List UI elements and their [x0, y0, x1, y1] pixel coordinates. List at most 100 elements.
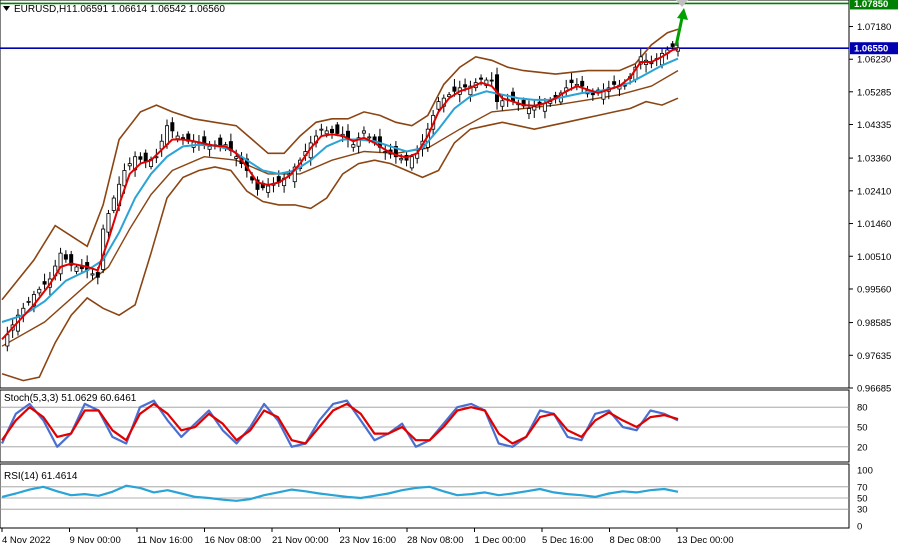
candle-body	[489, 79, 494, 82]
candle-body	[500, 100, 505, 107]
time-tick-label: 23 Nov 16:00	[340, 535, 397, 546]
indicator-tick-label: 30	[857, 505, 868, 516]
candle-body	[79, 266, 84, 270]
candle-body	[5, 334, 10, 347]
candle-body	[170, 122, 175, 132]
time-tick-label: 8 Dec 08:00	[610, 535, 661, 546]
candle-body	[42, 281, 47, 285]
candle-body	[122, 170, 127, 187]
indicator-tick-label: 20	[857, 442, 868, 453]
candle-body	[436, 101, 441, 110]
candle-body	[255, 179, 260, 190]
candle-body	[138, 156, 143, 160]
price-tick-label: 1.02410	[857, 186, 891, 197]
symbol-label: EURUSD,H1	[14, 4, 72, 15]
bollinger-lower-line	[1, 97, 679, 382]
candle-body	[638, 56, 643, 65]
price-tick-label: 1.07180	[857, 22, 891, 33]
price-tick-label: 0.99560	[857, 284, 891, 295]
price-label-text: 1.06550	[854, 44, 888, 55]
price-tick-label: 1.04335	[857, 120, 891, 131]
candle-body	[447, 94, 452, 98]
stochastic-lines: 80 50 20	[0, 399, 868, 453]
bollinger-middle-line	[1, 69, 679, 347]
candle-body	[612, 81, 617, 85]
candle-body	[409, 156, 414, 169]
candle-body	[26, 300, 31, 303]
candle-body	[356, 137, 361, 147]
candle-body	[90, 273, 95, 276]
chart-header: EURUSD,H1 1.06591 1.06614 1.06542 1.0656…	[3, 4, 225, 15]
indicator-tick-label: 50	[857, 494, 868, 505]
price-label-badge	[850, 0, 898, 10]
candle-body	[180, 137, 185, 140]
price-tick-label: 0.98585	[857, 318, 891, 329]
candle-body	[111, 197, 116, 211]
indicator-tick-label: 0	[857, 522, 862, 533]
moving-averages	[1, 48, 679, 340]
time-tick-label: 5 Dec 16:00	[542, 535, 593, 546]
price-axis: 1.07180 1.06230 1.05285 1.04335 1.03360 1.024…	[849, 22, 891, 395]
candle-body	[335, 124, 340, 134]
price-panel-frame	[0, 0, 850, 389]
indicator-tick-label: 80	[857, 403, 868, 414]
candle-body	[351, 144, 356, 148]
candle-body	[324, 130, 329, 135]
price-label-badge	[850, 42, 898, 55]
rsi-panel-frame	[0, 463, 850, 529]
collapse-triangle-icon[interactable]	[3, 6, 10, 11]
price-panel: 1.07180 1.06230 1.05285 1.04335 1.03360 1.024…	[0, 0, 898, 395]
ohlc-values: 1.06591 1.06614 1.06542 1.06560	[72, 4, 225, 15]
candle-body	[361, 130, 366, 134]
candle-body	[532, 106, 537, 111]
price-label-text: 1.07850	[854, 0, 888, 10]
time-tick-label: 13 Dec 00:00	[677, 535, 734, 546]
candle-body	[330, 128, 335, 134]
candle-body	[58, 252, 63, 275]
candle-body	[69, 254, 74, 266]
bollinger-upper-line	[1, 28, 679, 301]
stochastic-signal-line	[1, 402, 679, 445]
stochastic-main-line	[1, 399, 679, 448]
horizontal-lines[interactable]	[0, 2, 849, 50]
candle-body	[463, 84, 468, 88]
candle-body	[37, 288, 42, 294]
price-labels: 1.07850 1.06550	[850, 0, 898, 55]
up-arrow-icon	[674, 8, 688, 47]
candle-body	[452, 86, 457, 92]
price-tick-label: 0.97635	[857, 351, 891, 362]
alert-marker-icon[interactable]	[676, 0, 688, 7]
candle-body	[63, 254, 68, 260]
candle-body	[495, 74, 500, 103]
price-tick-label: 1.05285	[857, 87, 891, 98]
time-tick-label: 16 Nov 08:00	[205, 535, 262, 546]
stochastic-panel: Stoch(5,3,3) 51.0629 60.6461 80 50 20	[0, 389, 868, 463]
candle-body	[292, 166, 297, 183]
time-tick-label: 21 Nov 00:00	[272, 535, 329, 546]
rsi-line	[1, 484, 679, 502]
candle-body	[175, 135, 180, 140]
candle-body	[569, 79, 574, 84]
candle-body	[74, 266, 79, 272]
candle-body	[367, 136, 372, 139]
stochastic-title: Stoch(5,3,3) 51.0629 60.6461	[4, 393, 137, 404]
candle-body	[526, 108, 531, 115]
bollinger-bands	[1, 28, 679, 382]
price-tick-label: 1.03360	[857, 154, 891, 165]
candle-body	[207, 145, 212, 150]
candle-body	[319, 128, 324, 131]
candle-body	[670, 43, 675, 47]
candle-body	[266, 185, 271, 193]
stochastic-panel-frame	[0, 389, 850, 463]
time-tick-label: 28 Nov 08:00	[407, 535, 464, 546]
rsi-title: RSI(14) 61.4614	[4, 471, 78, 482]
fast-moving-average-line	[1, 48, 679, 340]
candle-body	[165, 125, 170, 145]
price-tick-label: 1.06230	[857, 55, 891, 66]
candle-body	[393, 145, 398, 158]
candle-body	[479, 77, 484, 80]
time-tick-label: 1 Dec 00:00	[475, 535, 526, 546]
indicator-tick-label: 70	[857, 482, 868, 493]
